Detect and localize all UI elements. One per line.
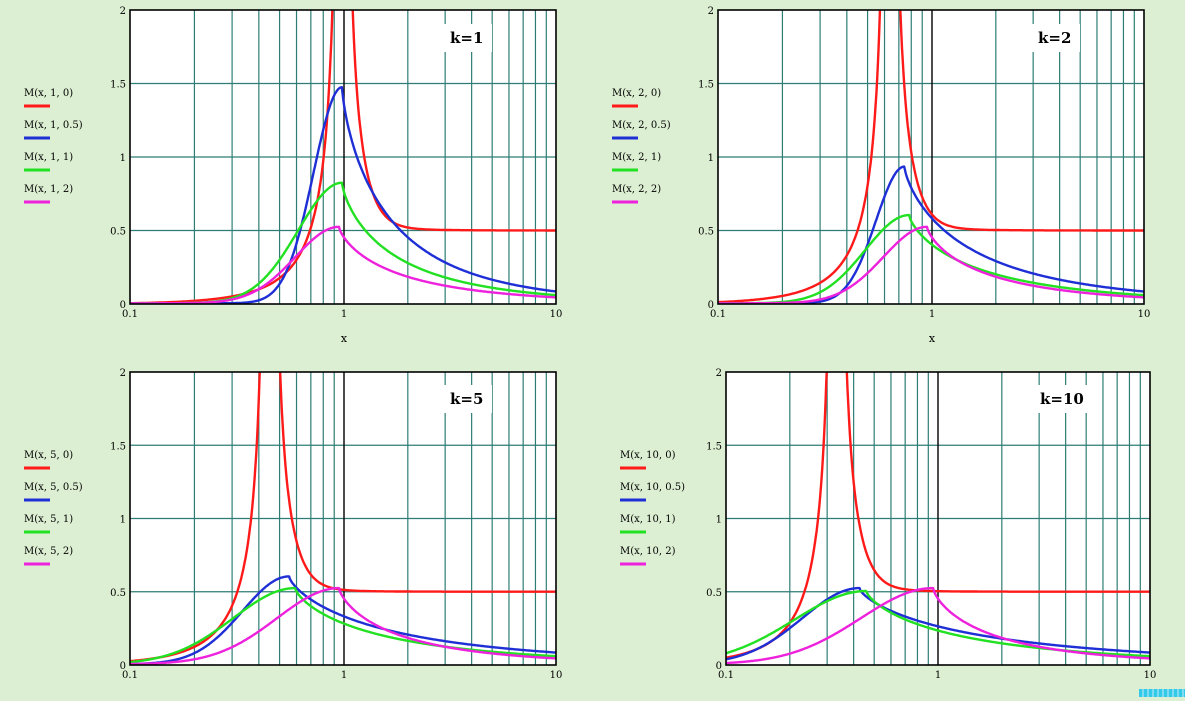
x-tick-label: 0.1 xyxy=(710,309,726,320)
y-tick-label: 1.5 xyxy=(110,80,126,91)
y-tick-label: 0.5 xyxy=(698,227,714,238)
x-axis-label: x xyxy=(929,332,936,345)
x-axis-label: x xyxy=(341,332,348,345)
y-tick-label: 1 xyxy=(120,515,126,526)
legend-label: M(x, 5, 0) xyxy=(24,450,73,461)
series-line-2 xyxy=(726,586,1150,661)
legend-label: M(x, 10, 1) xyxy=(620,514,676,525)
series-line-1 xyxy=(726,372,1150,659)
legend-label: M(x, 5, 0.5) xyxy=(24,482,83,493)
series-line-4 xyxy=(130,225,556,304)
chart-title-box xyxy=(444,24,492,52)
y-tick-label: 1 xyxy=(708,153,714,164)
x-tick-label: 0.1 xyxy=(718,670,734,681)
y-tick-label: 1.5 xyxy=(110,441,126,452)
series-line-2 xyxy=(130,575,556,665)
x-tick-label: 1 xyxy=(935,670,941,681)
x-tick-label: 10 xyxy=(550,309,563,320)
series-line-1 xyxy=(130,372,556,663)
x-tick-label: 0.1 xyxy=(122,670,138,681)
legend-label: M(x, 2, 0.5) xyxy=(612,120,671,131)
chart-title-box xyxy=(1034,385,1090,413)
legend-label: M(x, 1, 0.5) xyxy=(24,120,83,131)
chart-title: k=5 xyxy=(450,390,483,408)
chart-title: k=1 xyxy=(450,29,483,47)
y-tick-label: 2 xyxy=(716,368,722,379)
series-line-3 xyxy=(718,213,1144,304)
series-line-4 xyxy=(726,586,1150,665)
y-tick-label: 1.5 xyxy=(706,441,722,452)
y-tick-label: 0 xyxy=(120,661,126,672)
chart-title-box xyxy=(444,385,492,413)
legend-label: M(x, 1, 1) xyxy=(24,152,73,163)
y-tick-label: 1.5 xyxy=(698,80,714,91)
legend-label: M(x, 10, 0.5) xyxy=(620,482,685,493)
legend-label: M(x, 1, 2) xyxy=(24,184,73,195)
y-tick-label: 2 xyxy=(120,6,126,17)
y-tick-label: 0 xyxy=(716,661,722,672)
x-tick-label: 10 xyxy=(1138,309,1151,320)
chart-panel-4: 0 0.5 1 1.5 2 0.1 1 10 k=10 M(x, 10, 0) M(x, 10, 0… xyxy=(620,368,1157,681)
x-tick-label: 10 xyxy=(1144,670,1157,681)
y-tick-label: 2 xyxy=(120,368,126,379)
legend-label: M(x, 2, 2) xyxy=(612,184,661,195)
plot-frame xyxy=(717,9,1145,305)
series-line-1 xyxy=(130,10,556,304)
legend-label: M(x, 2, 0) xyxy=(612,88,661,99)
legend-label: M(x, 5, 2) xyxy=(24,546,73,557)
legend-label: M(x, 10, 2) xyxy=(620,546,676,557)
y-tick-label: 2 xyxy=(708,6,714,17)
y-tick-label: 0.5 xyxy=(110,588,126,599)
plot-frame xyxy=(129,9,557,305)
x-tick-label: 1 xyxy=(929,309,935,320)
x-tick-label: 10 xyxy=(550,670,563,681)
chart-panel-2: 0 0.5 1 1.5 2 0.1 1 10 x k=2 M(x, 2, 0) M(x, 2, 0.5… xyxy=(612,6,1151,345)
series-line-1 xyxy=(718,10,1144,304)
x-tick-label: 0.1 xyxy=(122,309,138,320)
corner-decoration xyxy=(1139,689,1185,697)
series-line-3 xyxy=(130,586,556,664)
x-tick-label: 1 xyxy=(341,309,347,320)
chart-title-box xyxy=(1032,24,1080,52)
y-tick-label: 1 xyxy=(120,153,126,164)
plot-frame xyxy=(129,371,557,666)
y-tick-label: 0 xyxy=(708,300,714,311)
plot-frame xyxy=(725,371,1151,666)
chart-panel-3: 0 0.5 1 1.5 2 0.1 1 10 k=5 M(x, 5, 0) M(x, 5, 0.5)… xyxy=(24,368,563,681)
legend-label: M(x, 10, 0) xyxy=(620,450,676,461)
x-tick-label: 1 xyxy=(341,670,347,681)
chart-panel-1: 0 0.5 1 1.5 2 0.1 1 10 x k=1 M(x, 1, 0) M(x, 1, 0.5… xyxy=(24,6,563,345)
legend-label: M(x, 2, 1) xyxy=(612,152,661,163)
chart-title: k=10 xyxy=(1040,390,1084,408)
y-tick-label: 0 xyxy=(120,300,126,311)
series-line-4 xyxy=(130,586,556,665)
y-tick-label: 0.5 xyxy=(110,227,126,238)
y-tick-label: 1 xyxy=(716,515,722,526)
series-line-4 xyxy=(718,225,1144,304)
legend-label: M(x, 5, 1) xyxy=(24,514,73,525)
y-tick-label: 0.5 xyxy=(706,588,722,599)
legend-label: M(x, 1, 0) xyxy=(24,88,73,99)
chart-title: k=2 xyxy=(1038,29,1071,47)
